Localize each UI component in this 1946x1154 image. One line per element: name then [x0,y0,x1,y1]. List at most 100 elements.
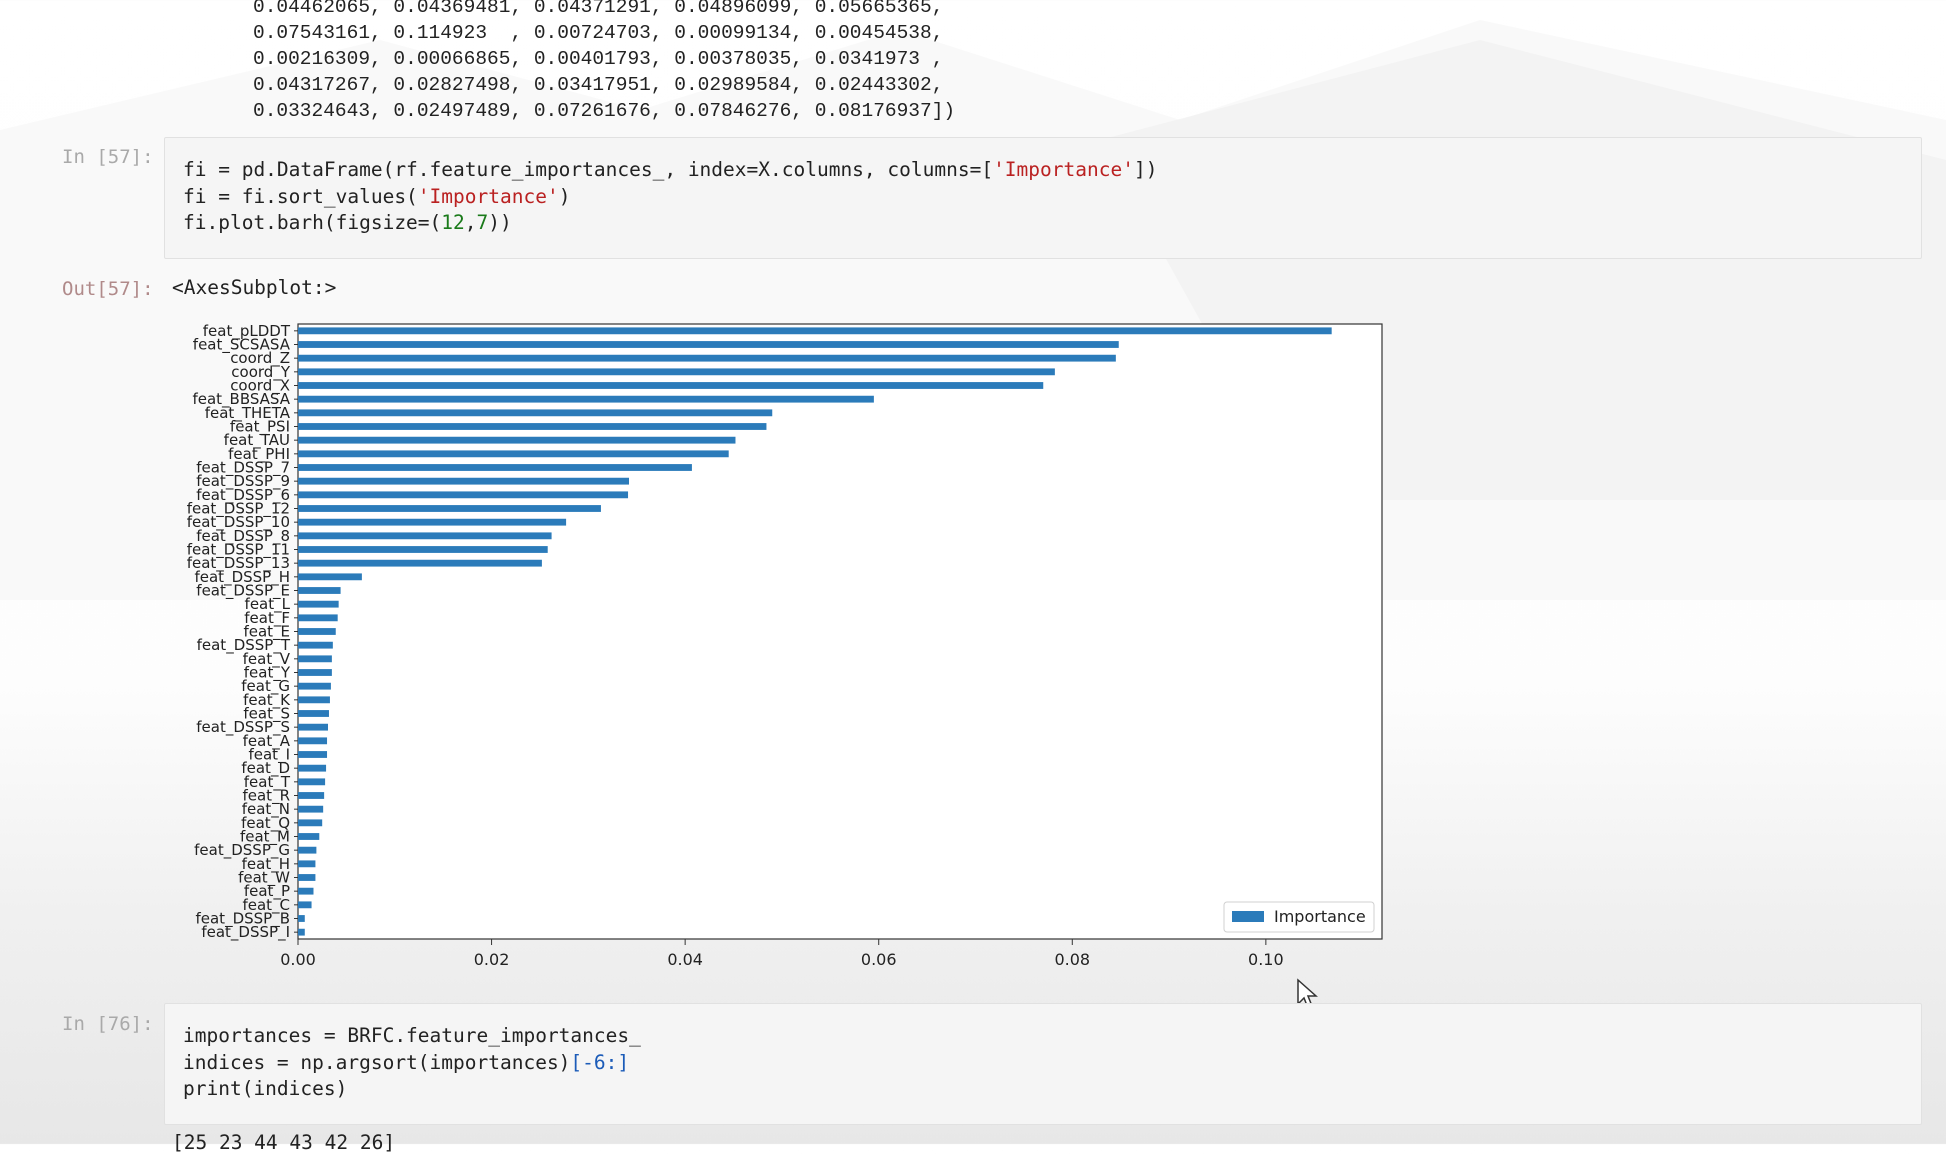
y-tick-label: feat_K [243,691,291,710]
code-cell-57[interactable]: fi = pd.DataFrame(rf.feature_importances… [164,137,1922,259]
y-tick-label: feat_DSSP_G [194,841,290,860]
code-cell-76[interactable]: importances = BRFC.feature_importances_ … [164,1003,1922,1125]
y-tick-label: feat_DSSP_13 [187,554,290,573]
y-tick-label: feat_DSSP_9 [196,472,290,491]
x-tick-label: 0.04 [667,950,703,969]
y-tick-label: coord_Y [231,363,291,382]
y-tick-label: feat_T [244,773,291,792]
y-tick-label: feat_E [243,623,290,642]
bar-feat_L [298,600,339,608]
bar-feat_THETA [298,409,773,417]
y-tick-label: feat_R [242,787,290,806]
code-line-2: indices = np.argsort(importances)[-6:] [183,1051,630,1074]
y-tick-label: feat_DSSP_8 [196,527,290,546]
code-line-1: fi = pd.DataFrame(rf.feature_importances… [183,158,1158,181]
previous-output-array: 0.04462065, 0.04369481, 0.04371291, 0.04… [253,0,956,122]
bar-feat_DSSP_H [298,573,362,581]
x-tick-label: 0.10 [1248,950,1284,969]
bar-feat_DSSP_7 [298,464,692,471]
y-tick-label: feat_TAU [224,431,290,450]
bar-feat_E [298,628,336,635]
bar-feat_R [298,792,325,799]
y-tick-label: feat_S [243,705,290,724]
bar-feat_DSSP_I [298,928,305,936]
bar-feat_DSSP_8 [298,532,552,540]
y-tick-label: feat_PSI [230,418,290,437]
y-tick-label: feat_W [238,869,290,888]
y-tick-label: coord_Z [230,349,290,368]
y-tick-label: feat_G [241,677,290,696]
y-tick-label: feat_DSSP_B [195,910,290,929]
code-line-3: print(indices) [183,1077,348,1100]
legend-swatch [1232,911,1264,922]
bar-feat_DSSP_10 [298,518,567,526]
y-tick-label: feat_M [240,828,290,847]
y-tick-label: feat_DSSP_T [197,636,291,655]
bar-feat_H [298,860,316,868]
bar-feat_DSSP_S [298,723,329,731]
axes-subplot-text: <AxesSubplot:> [172,276,337,299]
y-tick-label: feat_DSSP_E [196,582,290,601]
in-prompt-76: In [76]: [62,1013,154,1035]
bar-feat_I [298,751,328,758]
y-tick-label: feat_I [248,746,290,765]
y-tick-label: feat_H [242,855,290,874]
x-tick-label: 0.02 [474,950,510,969]
bar-feat_Q [298,819,323,827]
bar-feat_A [298,737,328,745]
bar-feat_DSSP_11 [298,546,548,553]
y-tick-label: feat_DSSP_12 [187,500,290,519]
bar-coord_Z [298,354,1116,362]
y-tick-label: feat_Y [244,664,291,683]
y-tick-label: feat_PHI [228,445,290,464]
x-tick-label: 0.08 [1054,950,1090,969]
y-tick-label: feat_DSSP_I [201,923,290,942]
bar-feat_V [298,655,332,663]
y-tick-label: feat_THETA [205,404,291,423]
bar-feat_DSSP_G [298,846,317,854]
bar-feat_M [298,833,320,840]
y-tick-label: feat_DSSP_7 [196,459,290,478]
bar-coord_X [298,382,1044,389]
bar-feat_DSSP_T [298,641,333,649]
code-line-1: importances = BRFC.feature_importances_ [183,1024,641,1047]
legend-label: Importance [1274,907,1366,926]
chart-legend: Importance [1223,901,1375,933]
bar-feat_DSSP_E [298,587,341,594]
code-line-2: fi = fi.sort_values('Importance') [183,185,571,208]
bar-feat_N [298,805,324,813]
bar-feat_SCSASA [298,341,1119,348]
y-tick-label: feat_SCSASA [193,336,291,355]
bar-feat_DSSP_6 [298,491,629,499]
bar-feat_P [298,887,314,895]
bar-feat_DSSP_B [298,915,305,922]
y-tick-label: feat_DSSP_6 [196,486,290,505]
y-tick-label: feat_pLDDT [203,322,291,341]
bar-feat_G [298,682,331,690]
y-tick-label: feat_DSSP_S [196,718,290,737]
y-tick-label: feat_DSSP_H [194,568,290,587]
bar-coord_Y [298,368,1055,376]
bar-feat_pLDDT [298,327,1332,335]
bar-feat_F [298,614,338,622]
in-prompt-57: In [57]: [62,146,154,168]
y-tick-label: feat_N [242,800,290,819]
y-tick-label: feat_L [245,595,291,614]
bar-feat_TAU [298,436,736,444]
bar-feat_W [298,874,316,881]
x-tick-label: 0.00 [280,950,316,969]
x-tick-label: 0.06 [861,950,897,969]
bar-feat_T [298,778,326,786]
feature-importance-chart: feat_pLDDTfeat_SCSASAcoord_Zcoord_Ycoord… [187,322,1383,969]
y-tick-label: feat_F [244,609,290,628]
y-tick-label: feat_Q [241,814,290,833]
y-tick-label: feat_DSSP_11 [187,541,290,560]
y-tick-label: coord_X [230,377,290,396]
bar-feat_D [298,764,327,772]
bar-feat_DSSP_13 [298,559,542,567]
bar-feat_BBSASA [298,395,874,403]
bar-feat_PHI [298,450,729,458]
y-tick-label: feat_P [244,882,290,901]
bar-feat_K [298,696,330,704]
